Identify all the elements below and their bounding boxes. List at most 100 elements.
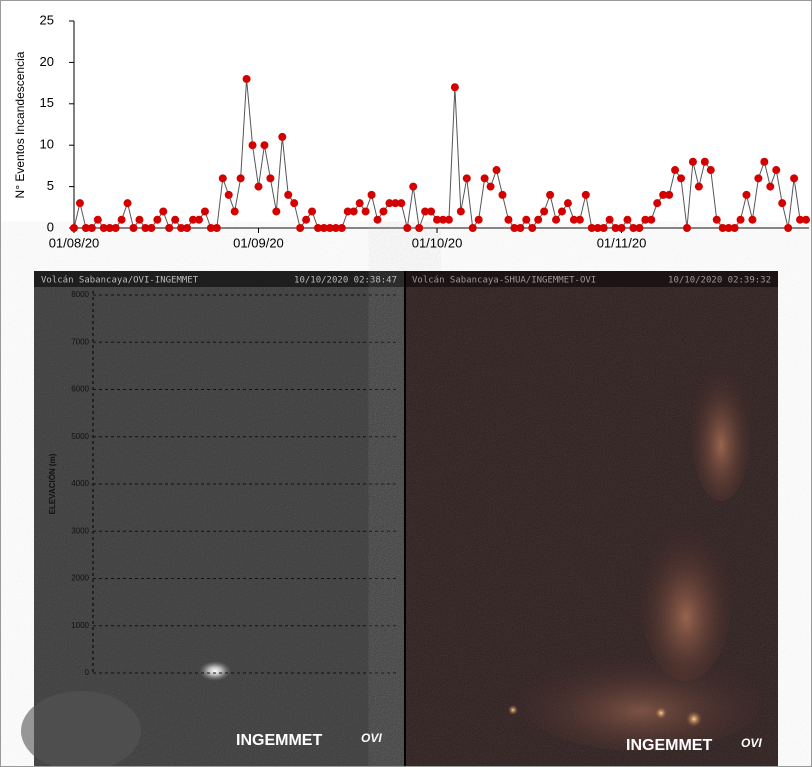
elevation-tick-label: 3000 bbox=[71, 526, 89, 535]
elevation-label: ELEVACIÓN (m) bbox=[48, 453, 57, 514]
data-point bbox=[796, 215, 805, 224]
data-point bbox=[355, 199, 364, 208]
data-point bbox=[558, 207, 566, 216]
data-point bbox=[653, 199, 662, 208]
data-point bbox=[177, 224, 186, 232]
data-point bbox=[718, 224, 727, 232]
data-point bbox=[373, 215, 382, 224]
data-point bbox=[492, 166, 501, 175]
data-point bbox=[748, 215, 757, 224]
data-point bbox=[700, 157, 709, 166]
data-point bbox=[444, 215, 453, 224]
y-tick-label: 0 bbox=[47, 219, 54, 234]
data-point bbox=[349, 207, 358, 216]
data-point bbox=[248, 141, 257, 150]
data-point bbox=[337, 224, 346, 232]
data-point bbox=[498, 190, 507, 199]
data-point bbox=[70, 224, 78, 232]
data-point bbox=[528, 224, 537, 232]
data-point bbox=[319, 224, 328, 232]
data-point bbox=[736, 215, 745, 224]
data-point bbox=[391, 199, 400, 208]
camera-timestamp: 10/10/2020 02:39:32 bbox=[668, 276, 771, 286]
data-point bbox=[605, 215, 614, 224]
data-point bbox=[403, 224, 412, 232]
x-tick-label: 01/09/20 bbox=[233, 235, 284, 250]
data-point bbox=[296, 224, 305, 232]
data-point bbox=[450, 83, 459, 92]
data-point bbox=[236, 174, 245, 183]
data-point bbox=[135, 215, 144, 224]
data-point bbox=[587, 224, 596, 232]
data-point bbox=[772, 166, 781, 175]
data-point bbox=[688, 157, 697, 166]
logo: INGEMMET bbox=[626, 737, 712, 754]
data-point bbox=[563, 199, 572, 208]
data-point bbox=[325, 224, 334, 232]
data-point bbox=[302, 215, 311, 224]
data-point bbox=[99, 224, 108, 232]
y-tick-label: 5 bbox=[47, 178, 54, 193]
camera-right: Volcán Sabancaya-SHUA/INGEMMET-OVI 10/10… bbox=[406, 271, 778, 766]
data-point bbox=[141, 224, 150, 232]
logo: INGEMMET bbox=[236, 732, 322, 749]
data-point bbox=[129, 224, 138, 232]
data-point bbox=[284, 190, 293, 199]
data-point bbox=[635, 224, 644, 232]
data-point bbox=[790, 174, 799, 183]
data-point bbox=[671, 166, 680, 175]
data-point bbox=[730, 224, 739, 232]
data-point bbox=[784, 224, 793, 232]
data-point bbox=[385, 199, 394, 208]
data-point bbox=[93, 215, 102, 224]
data-point bbox=[266, 174, 275, 183]
data-point bbox=[183, 224, 192, 232]
data-point bbox=[599, 224, 608, 232]
data-point bbox=[194, 215, 203, 224]
logo-ovi: OVI bbox=[741, 736, 762, 750]
data-point bbox=[87, 224, 96, 232]
data-point bbox=[308, 207, 317, 216]
data-point bbox=[147, 224, 156, 232]
data-point bbox=[778, 199, 787, 208]
y-tick-label: 25 bbox=[40, 12, 54, 27]
data-point bbox=[623, 215, 632, 224]
data-point bbox=[421, 207, 430, 216]
data-point bbox=[314, 224, 322, 232]
x-tick-label: 01/11/20 bbox=[597, 235, 647, 250]
data-point bbox=[165, 224, 174, 232]
elevation-tick-label: 1000 bbox=[71, 621, 89, 630]
data-point bbox=[75, 199, 84, 208]
y-tick-label: 20 bbox=[40, 54, 54, 69]
data-point bbox=[171, 215, 180, 224]
x-tick-label: 01/10/20 bbox=[412, 235, 463, 250]
data-point bbox=[617, 224, 626, 232]
data-point bbox=[438, 215, 447, 224]
data-point bbox=[641, 215, 650, 224]
data-point bbox=[611, 224, 620, 232]
data-point bbox=[367, 190, 376, 199]
data-point bbox=[569, 215, 578, 224]
data-point bbox=[415, 224, 424, 232]
data-point bbox=[706, 166, 715, 175]
x-tick-label: 01/08/20 bbox=[49, 235, 100, 250]
data-point bbox=[694, 182, 703, 191]
elevation-grid: 0 1000 2000 3000 4000 5000 6000 7000 8000 bbox=[71, 290, 399, 677]
data-point bbox=[218, 174, 227, 183]
data-point bbox=[629, 224, 638, 232]
data-point bbox=[647, 215, 656, 224]
data-point bbox=[290, 199, 299, 208]
data-point bbox=[516, 224, 525, 232]
data-point bbox=[760, 157, 769, 166]
data-point bbox=[546, 190, 555, 199]
camera-timestamp: 10/10/2020 02:38:47 bbox=[294, 276, 397, 286]
data-point bbox=[254, 182, 263, 191]
data-point bbox=[331, 224, 340, 232]
data-point bbox=[189, 215, 198, 224]
data-point bbox=[105, 224, 114, 232]
data-point bbox=[123, 199, 132, 208]
series-line bbox=[73, 78, 806, 230]
data-point bbox=[206, 224, 215, 232]
y-tick-label: 10 bbox=[40, 137, 54, 152]
data-point bbox=[278, 132, 287, 141]
